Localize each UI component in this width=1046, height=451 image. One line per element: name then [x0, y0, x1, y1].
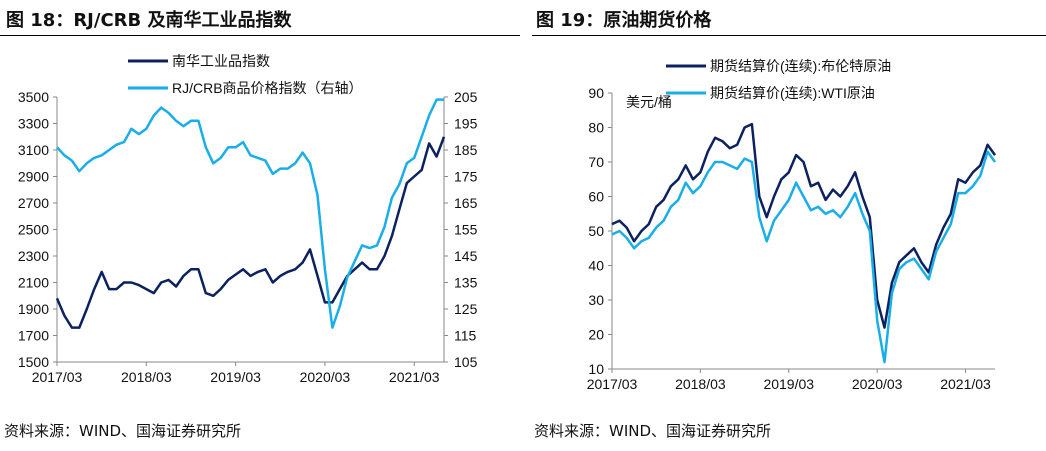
y2-tick-label: 125 [454, 301, 478, 317]
y-tick-label: 3100 [18, 142, 49, 158]
y2-tick-label: 115 [454, 328, 477, 344]
x-tick-label: 2019/03 [210, 369, 261, 385]
y-tick-label: 30 [588, 292, 604, 308]
y2-tick-label: 145 [454, 248, 478, 264]
series-line-0 [55, 136, 446, 329]
source-note: 资料来源：WIND、国海证券研究所 [4, 422, 242, 440]
y-tick-label: 40 [588, 258, 604, 274]
y-axis-unit: 美元/桶 [626, 94, 672, 110]
chart-title-18: 图 18：RJ/CRB 及南华工业品指数 [6, 10, 292, 31]
y2-tick-label: 185 [454, 142, 478, 158]
x-tick-label: 2020/03 [852, 376, 903, 392]
y-tick-label: 3500 [18, 89, 49, 105]
y-tick-label: 70 [588, 154, 604, 170]
y2-tick-label: 165 [454, 195, 478, 211]
x-tick-label: 2021/03 [389, 369, 440, 385]
series-line-0 [611, 122, 997, 329]
y2-tick-label: 105 [454, 354, 478, 370]
series-line-1 [611, 150, 997, 364]
y-tick-label: 2500 [18, 222, 49, 238]
y2-tick-label: 175 [454, 169, 478, 185]
y-tick-label: 2900 [18, 169, 49, 185]
y-tick-label: 1500 [18, 354, 49, 370]
x-tick-label: 2021/03 [940, 376, 991, 392]
title-divider [532, 35, 1046, 36]
legend-label: 期货结算价(连续):布伦特原油 [710, 58, 891, 74]
y-tick-label: 50 [588, 223, 604, 239]
y2-tick-label: 155 [454, 222, 478, 238]
y-tick-label: 80 [588, 120, 604, 136]
y-tick-label: 2300 [18, 248, 49, 264]
y-tick-label: 90 [588, 85, 604, 101]
legend-label: 期货结算价(连续):WTI原油 [710, 85, 875, 101]
legend-label: 南华工业品指数 [172, 53, 270, 69]
x-tick-label: 2017/03 [587, 376, 638, 392]
y-tick-label: 2700 [18, 195, 49, 211]
chart-title-19: 图 19：原油期货价格 [536, 10, 712, 31]
y-tick-label: 1900 [18, 301, 49, 317]
series-line-1 [56, 98, 444, 329]
y2-tick-label: 195 [454, 116, 478, 132]
y2-tick-label: 205 [454, 89, 478, 105]
source-note: 资料来源：WIND、国海证券研究所 [534, 422, 772, 440]
x-tick-label: 2020/03 [300, 369, 351, 385]
y2-tick-label: 135 [454, 275, 478, 291]
y-tick-label: 20 [588, 327, 604, 343]
y-tick-label: 1700 [18, 328, 49, 344]
x-tick-label: 2017/03 [32, 369, 83, 385]
title-divider [0, 35, 520, 36]
x-tick-label: 2018/03 [121, 369, 172, 385]
legend-label: RJ/CRB商品价格指数（右轴） [172, 80, 363, 96]
x-tick-label: 2019/03 [763, 376, 814, 392]
x-tick-label: 2018/03 [675, 376, 726, 392]
y-tick-label: 2100 [18, 275, 49, 291]
y-tick-label: 60 [588, 189, 604, 205]
y-tick-label: 10 [588, 361, 604, 377]
y-tick-label: 3300 [18, 116, 49, 132]
